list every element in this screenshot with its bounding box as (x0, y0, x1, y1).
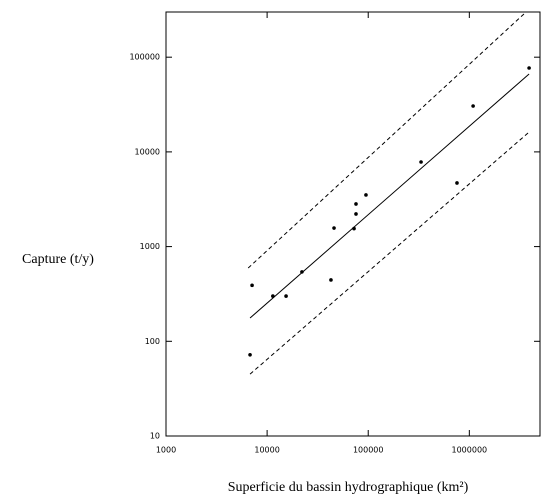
bound-line (249, 131, 530, 375)
x-axis-label: Superficie du bassin hydrographique (km²… (228, 480, 469, 495)
y-axis-label: Capture (t/y) (22, 252, 94, 267)
point (352, 226, 356, 231)
point (354, 202, 358, 206)
point (354, 212, 358, 216)
point (248, 353, 252, 357)
point (300, 270, 304, 274)
y-tick-label: 10000 (135, 147, 160, 156)
point (250, 283, 254, 288)
point (527, 66, 531, 70)
point (329, 278, 333, 282)
x-tick-label: 1000000 (452, 446, 488, 455)
y-tick-label: 10 (150, 432, 160, 441)
point (332, 226, 336, 230)
point (419, 160, 423, 164)
x-tick-label: 10000 (254, 446, 279, 455)
x-tick-label: 100000 (353, 446, 384, 455)
plot-frame (165, 11, 541, 437)
point (271, 294, 275, 298)
fit-line (249, 73, 530, 319)
point (471, 104, 475, 108)
y-tick-label: 1000 (140, 242, 160, 251)
y-tick-label: 100000 (129, 53, 160, 62)
point (364, 193, 368, 197)
bound-line (247, 13, 525, 269)
point (284, 294, 288, 298)
y-tick-label: 100 (145, 337, 160, 346)
x-tick-label: 1000 (156, 446, 176, 455)
point (455, 181, 459, 185)
